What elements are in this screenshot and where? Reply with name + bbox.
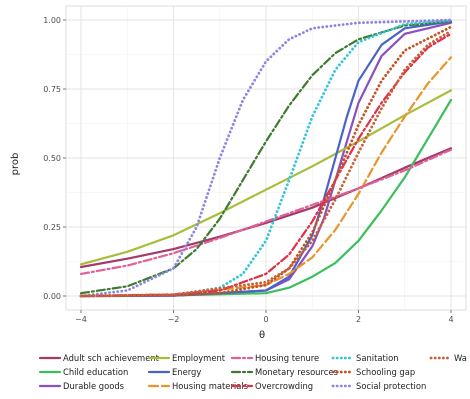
legend-label: Housing tenure <box>255 353 319 363</box>
y-tick-label: 0.25 <box>43 223 61 232</box>
x-tick-label: −4 <box>75 315 87 324</box>
legend-item-3: Employment <box>147 353 226 363</box>
legend-item-8: Overcrowding <box>230 381 313 391</box>
x-tick-label: 0 <box>263 315 268 324</box>
series-line-5 <box>79 56 453 298</box>
legend-item-12: Wa <box>429 353 467 363</box>
x-tick-label: −2 <box>168 315 180 324</box>
legend-label: Schooling gap <box>356 367 415 377</box>
series-line-1 <box>79 98 453 298</box>
legend: Adult sch achievement Child education Dura… <box>38 353 467 391</box>
legend-label: Employment <box>172 353 226 363</box>
series-line-8 <box>79 32 453 298</box>
series-line-12 <box>79 29 453 298</box>
x-tick-label: 4 <box>448 315 453 324</box>
legend-label: Wa <box>454 353 467 363</box>
legend-label: Monetary resources <box>255 367 338 377</box>
legend-label: Overcrowding <box>255 381 313 391</box>
legend-item-11: Social protection <box>331 381 426 391</box>
x-tick-label: 2 <box>356 315 361 324</box>
series-layer <box>79 18 453 298</box>
legend-label: Housing materials <box>172 381 248 391</box>
y-tick-label: 0.00 <box>43 292 61 301</box>
y-tick-label: 0.75 <box>43 85 61 94</box>
series-line-11 <box>79 18 453 298</box>
series-line-4 <box>79 20 453 298</box>
series-line-0 <box>79 147 453 269</box>
legend-item-0: Adult sch achievement <box>38 353 160 363</box>
x-axis-title: θ <box>259 330 265 341</box>
legend-label: Durable goods <box>63 381 124 391</box>
series-line-3 <box>79 89 453 266</box>
y-axis-title: prob <box>10 153 21 176</box>
legend-item-9: Sanitation <box>331 353 399 363</box>
y-tick-label: 0.50 <box>43 154 61 163</box>
legend-label: Energy <box>172 367 201 377</box>
legend-item-1: Child education <box>38 367 128 377</box>
series-line-10 <box>79 25 453 298</box>
legend-label: Social protection <box>356 381 426 391</box>
legend-label: Adult sch achievement <box>63 353 160 363</box>
series-line-6 <box>79 148 453 275</box>
legend-item-5: Housing materials <box>147 381 248 391</box>
axis-ticks: −4 −2 0 2 4 0.00 0.25 0.50 0.75 1.00 <box>43 16 453 324</box>
legend-item-10: Schooling gap <box>331 367 415 377</box>
legend-item-7: Monetary resources <box>230 367 338 377</box>
legend-label: Sanitation <box>356 353 399 363</box>
legend-item-6: Housing tenure <box>230 353 319 363</box>
legend-item-4: Energy <box>147 367 201 377</box>
legend-item-2: Durable goods <box>38 381 124 391</box>
y-tick-label: 1.00 <box>43 16 61 25</box>
legend-label: Child education <box>63 367 128 377</box>
